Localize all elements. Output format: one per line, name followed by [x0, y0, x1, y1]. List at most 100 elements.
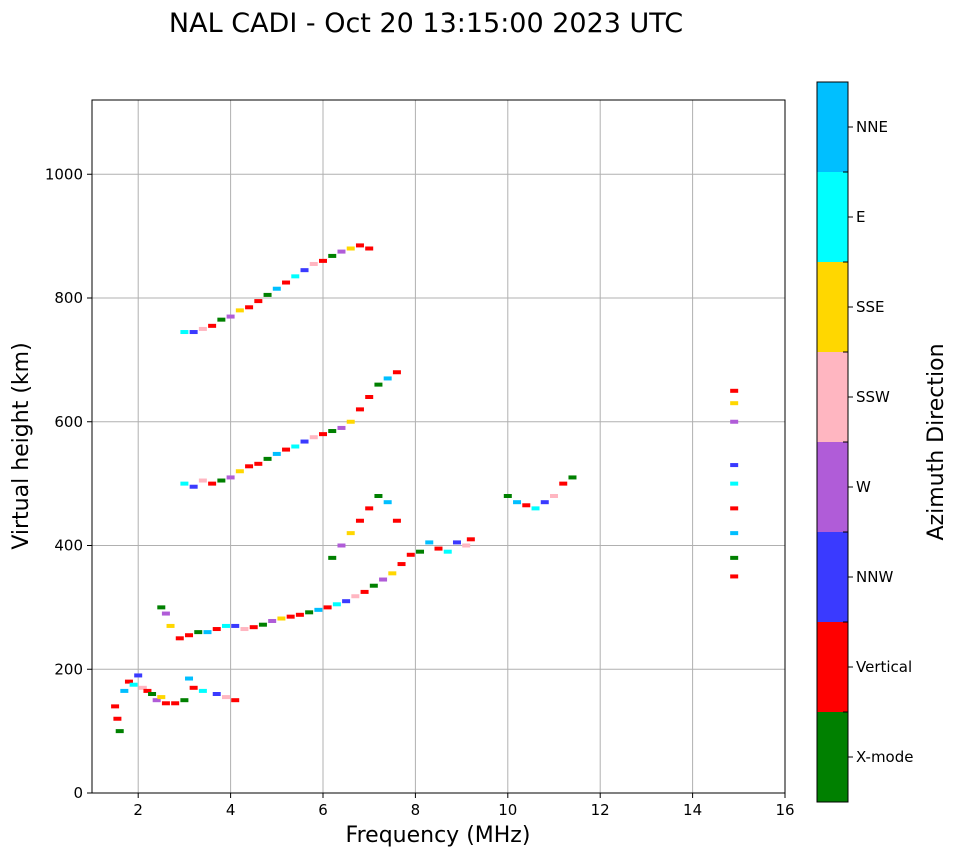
- data-point: [221, 695, 230, 700]
- data-point: [319, 258, 327, 263]
- data-point: [226, 314, 235, 319]
- data-point: [272, 286, 281, 291]
- data-point: [388, 571, 397, 576]
- data-point: [189, 330, 198, 335]
- y-axis-label: Virtual height (km): [9, 342, 34, 549]
- plot-frame: [91, 99, 786, 794]
- data-point: [730, 555, 739, 560]
- data-point: [120, 688, 129, 693]
- grid-lines: [92, 100, 786, 794]
- data-point: [129, 682, 138, 687]
- data-point: [452, 540, 461, 545]
- data-point: [379, 577, 388, 582]
- data-point: [180, 698, 189, 703]
- data-point: [383, 500, 392, 505]
- colorbar-tick-label: W: [856, 478, 871, 496]
- data-point: [416, 549, 425, 554]
- data-point: [319, 432, 327, 437]
- data-point: [134, 673, 143, 678]
- data-point: [443, 549, 452, 554]
- data-point: [272, 451, 281, 456]
- data-point: [730, 574, 739, 579]
- data-point: [249, 625, 258, 630]
- data-point: [231, 698, 240, 703]
- data-point: [254, 299, 263, 304]
- data-point: [291, 274, 300, 279]
- data-point: [462, 543, 471, 548]
- data-point: [730, 401, 739, 406]
- data-point: [342, 599, 351, 604]
- data-point: [198, 478, 207, 483]
- data-point: [332, 602, 341, 607]
- data-point: [730, 531, 739, 536]
- data-point: [161, 701, 170, 706]
- y-tick-label: 1000: [45, 165, 83, 183]
- data-point: [360, 589, 369, 594]
- data-point: [300, 268, 309, 273]
- data-point: [226, 475, 235, 480]
- data-point: [309, 435, 318, 440]
- colorbar-tick-label: NNW: [856, 568, 893, 586]
- data-point: [245, 305, 254, 310]
- data-point: [466, 537, 475, 542]
- data-point: [550, 494, 558, 498]
- data-point: [235, 308, 244, 313]
- data-point: [346, 419, 355, 424]
- colorbar-segment: [817, 622, 848, 712]
- colorbar-segment: [817, 352, 848, 442]
- data-point: [425, 540, 434, 545]
- data-point: [323, 605, 332, 610]
- data-point: [115, 729, 124, 734]
- data-point: [337, 249, 346, 254]
- data-point: [282, 447, 291, 452]
- data-point: [240, 627, 249, 632]
- colorbar-tick-label: E: [856, 208, 865, 226]
- data-point: [383, 376, 392, 381]
- data-point: [730, 463, 739, 468]
- data-point: [143, 688, 152, 693]
- data-point: [175, 636, 184, 641]
- data-point: [434, 546, 443, 551]
- x-tick-label: 8: [411, 801, 421, 819]
- data-point: [180, 330, 189, 335]
- data-point: [374, 382, 383, 387]
- data-point: [568, 475, 577, 480]
- data-point: [161, 611, 170, 616]
- data-point: [180, 481, 189, 486]
- data-point: [337, 543, 346, 548]
- data-point: [111, 704, 120, 709]
- data-point: [730, 481, 739, 486]
- data-point: [365, 246, 374, 251]
- data-point: [346, 246, 355, 251]
- data-point: [231, 623, 240, 628]
- colorbar-tick-label: X-mode: [856, 748, 913, 766]
- data-point: [397, 562, 406, 567]
- data-point: [365, 395, 374, 399]
- data-point: [189, 484, 198, 489]
- data-point: [522, 503, 531, 508]
- data-point: [369, 583, 378, 588]
- colorbar-segment: [817, 262, 848, 352]
- data-point: [351, 594, 360, 599]
- data-point: [198, 326, 207, 331]
- data-point: [212, 692, 221, 696]
- data-point: [124, 679, 133, 684]
- x-tick-label: 10: [498, 801, 517, 819]
- data-point: [166, 623, 175, 628]
- data-point: [221, 623, 230, 628]
- data-point: [245, 464, 254, 469]
- data-point: [328, 555, 337, 560]
- data-point: [392, 370, 401, 375]
- data-point: [171, 701, 180, 706]
- data-point: [212, 627, 221, 632]
- data-point: [198, 688, 207, 693]
- colorbar: X-mode Vertical NNW W SSW SSE E NNE: [816, 81, 913, 803]
- data-point: [300, 439, 309, 444]
- data-point: [295, 612, 304, 617]
- data-point: [730, 506, 739, 511]
- y-tick-label: 400: [54, 537, 83, 555]
- x-tick-label: 12: [591, 801, 610, 819]
- data-point: [138, 685, 147, 690]
- data-point: [305, 610, 314, 615]
- x-tick-label: 16: [775, 801, 794, 819]
